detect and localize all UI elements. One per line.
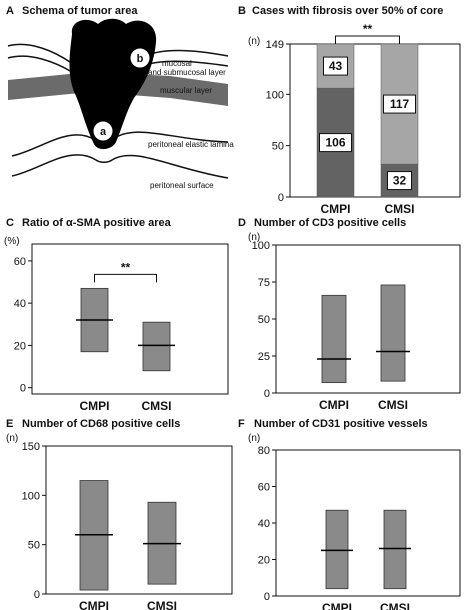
panel-b-letter: B [238,5,246,17]
panel-b-title: Cases with fibrosis over 50% of core [252,5,443,17]
panel-d-title: Number of CD3 positive cells [254,217,406,229]
panel-b-significance-label: ** [363,22,373,36]
panel-e-category-label: CMPI [79,599,109,610]
panel-d-ytick-label: 75 [258,277,270,289]
panel-f-title: Number of CD31 positive vessels [254,418,428,430]
panel-d-category-label: CMPI [319,398,349,412]
label-submucosal: and submucosal layer [148,68,226,77]
panel-e-unit: (n) [6,433,18,444]
panel-f-unit: (n) [248,433,260,444]
panel-f-ytick-label: 60 [258,482,270,494]
panel-b-unit: (n) [248,36,260,47]
panel-f-letter: F [238,418,245,430]
panel-e-ytick-label: 0 [34,589,40,601]
panel-d-chart: D Number of CD3 positive cells (n) 0 25 50 75 1… [238,217,461,412]
panel-d-range-bar [380,284,406,382]
panel-b-data-label-box [387,171,412,191]
panel-f-ytick-label: 80 [258,445,270,457]
panel-b-ytick-label: 149 [266,39,284,51]
panel-c-ytick-label: 0 [20,383,26,395]
label-elastic-lamina: peritoneal elastic lamina [148,140,234,149]
panel-c-letter: C [6,217,14,229]
panel-f-category-label: CMSI [380,601,410,610]
site-b-marker [129,47,151,69]
site-b-label: b [137,53,144,65]
panel-d-category-label: CMSI [378,398,408,412]
panel-b-data-label: 106 [325,136,345,150]
panel-b-significance-bracket [335,35,400,44]
panel-e-category-label: CMSI [147,599,177,610]
panel-b-data-label-box [323,56,348,76]
panel-d-frame [275,244,461,394]
label-mucosal: mucosal [162,59,192,68]
site-a-marker [92,120,114,142]
panel-c-significance-bracket [94,273,157,283]
label-peritoneal-surface: peritoneal surface [150,181,214,190]
panel-d-ytick-label: 50 [258,314,270,326]
panel-b-ytick-label: 50 [272,141,284,153]
panel-e-ytick-label: 50 [28,540,40,552]
panel-f-range-bar [383,509,407,590]
panel-d-letter: D [238,217,246,229]
panel-b-chart: B Cases with fibrosis over 50% of core (n)… [238,5,461,216]
panel-c-category-label: CMPI [80,399,110,413]
panel-f-category-label: CMPI [322,601,352,610]
label-muscular: muscular layer [160,86,212,95]
panel-f-ytick-label: 40 [258,518,270,530]
panel-a-letter: A [6,5,14,17]
panel-c-unit: (%) [4,236,20,247]
panel-c-ytick-label: 60 [14,256,26,268]
panel-b-data-label: 32 [393,174,407,188]
panel-f-chart: F Number of CD31 positive vessels (n) 0 20 40… [238,418,461,610]
panel-c-range-bar [142,321,171,372]
panel-a-schema: A Schema of tumor area b a mucosal and s… [6,5,234,190]
panel-d-ytick-label: 0 [264,388,270,400]
panel-b-data-label-box [319,133,352,153]
peritoneal-surface-line [11,154,229,179]
panel-c-chart: C Ratio of α-SMA positive area(%) 0 20 40 60 C… [4,217,229,413]
panel-b-data-label: 117 [390,97,410,111]
panel-d-ytick-label: 25 [258,351,270,363]
panel-e-ytick-label: 100 [22,490,40,502]
panel-a-title: Schema of tumor area [22,5,138,17]
panel-c-significance-label: ** [121,260,131,274]
panel-f-ytick-label: 20 [258,555,270,567]
panel-f-frame [275,449,461,597]
panel-c-ytick-label: 40 [14,298,26,310]
panel-b-category-label: CMSI [385,202,415,216]
site-a-label: a [100,126,107,138]
panel-e-frame [45,445,233,595]
panel-b-ytick-label: 0 [278,192,284,204]
panel-f-range-bar [325,509,349,590]
panel-c-title: Ratio of α-SMA positive area [22,217,172,229]
panel-d-ytick-label: 100 [252,240,270,252]
panel-e-letter: E [6,418,13,430]
panel-d-range-bar [321,294,347,384]
panel-c-ytick-label: 20 [14,340,26,352]
panel-c-category-label: CMSI [142,399,172,413]
panel-e-chart: E Number of CD68 positive cells (n) 0 50 100 1… [6,418,233,610]
panel-b-frame [289,43,461,198]
panel-e-ytick-label: 150 [22,441,40,453]
panel-f-ytick-label: 0 [264,591,270,603]
panel-b-data-label: 43 [329,59,343,73]
panel-b-data-label-box [383,94,416,114]
panel-e-title: Number of CD68 positive cells [22,418,180,430]
panel-b-category-label: CMPI [321,202,351,216]
panel-d-unit: (n) [248,232,260,243]
panel-c-frame [31,243,229,395]
panel-b-ytick-label: 100 [266,89,284,101]
